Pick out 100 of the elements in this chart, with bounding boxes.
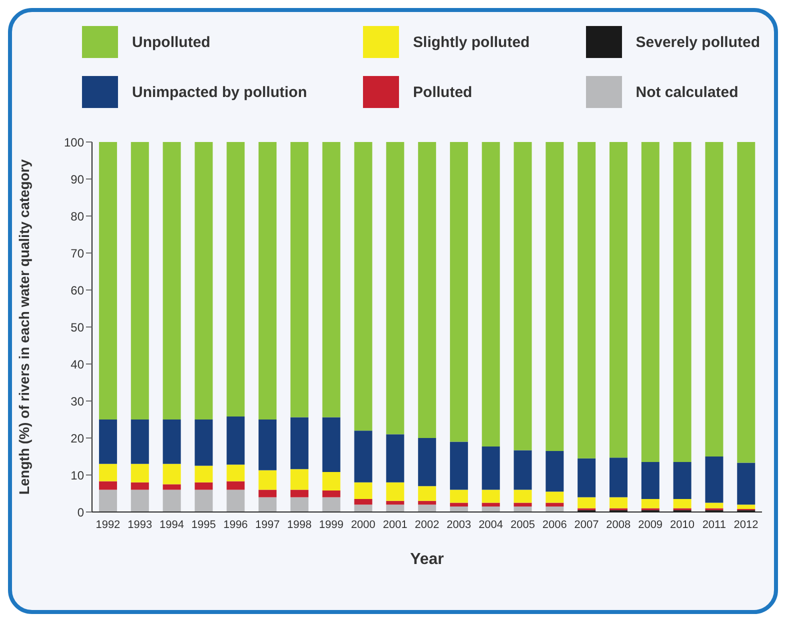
x-tick-label: 2008 [606, 518, 631, 531]
bar [578, 458, 596, 498]
x-tick-label: 2000 [350, 518, 376, 531]
bar [322, 417, 340, 472]
x-axis-title: Year [410, 551, 444, 568]
legend-label: Severely polluted [636, 34, 760, 50]
y-tick-label: 60 [70, 283, 84, 298]
x-tick-label: 2005 [510, 518, 535, 531]
bar [641, 499, 660, 508]
bar [673, 142, 692, 462]
bar [130, 142, 149, 420]
bar [546, 502, 564, 506]
bar [290, 497, 308, 512]
bar [418, 504, 436, 512]
y-axis-title: Length (%) of rivers in each water quality category [16, 159, 32, 495]
x-tick-label: 2001 [382, 518, 408, 531]
bar [450, 502, 468, 506]
legend-label: Not calculated [636, 84, 738, 100]
x-tick-label: 1993 [128, 518, 152, 531]
bar [482, 446, 500, 490]
bar [641, 142, 660, 462]
y-tick-label: 100 [64, 135, 84, 150]
y-tick-label: 10 [70, 468, 84, 482]
bar [130, 464, 149, 482]
bar [290, 417, 308, 470]
bar [705, 456, 724, 503]
bar [737, 462, 756, 505]
bar [258, 497, 277, 512]
bar [386, 500, 404, 505]
bar [322, 490, 340, 498]
x-tick-label: 2002 [414, 518, 440, 531]
bar [194, 490, 213, 512]
bar [162, 420, 181, 464]
bar [354, 499, 372, 505]
bar [482, 506, 500, 512]
bar [162, 484, 181, 490]
x-tick-label: 1995 [191, 518, 216, 531]
x-tick-label: 2009 [638, 518, 663, 531]
bar [418, 486, 436, 501]
y-tick-label: 90 [70, 172, 84, 186]
bar [546, 492, 564, 503]
legend-label: Polluted [413, 84, 472, 100]
x-tick-label: 1998 [287, 518, 312, 531]
legend-label: Unimpacted by pollution [132, 84, 307, 100]
bar [482, 142, 500, 447]
bar [450, 506, 468, 512]
bar [673, 499, 692, 508]
x-tick-label: 2012 [734, 518, 758, 531]
bar [162, 464, 181, 484]
bar [514, 490, 532, 503]
bar [386, 482, 404, 501]
bar [162, 142, 181, 420]
bar [130, 482, 149, 490]
bar [99, 481, 118, 490]
bar [354, 482, 372, 500]
bar [258, 470, 277, 490]
bar [578, 142, 596, 458]
bar [258, 142, 277, 420]
bar [514, 502, 532, 506]
bar [99, 420, 118, 464]
bar [386, 434, 404, 482]
bar [705, 502, 724, 508]
x-tick-label: 1997 [255, 518, 280, 531]
bar [386, 142, 404, 434]
bar [322, 142, 340, 418]
bar [546, 142, 564, 451]
bar [705, 142, 724, 456]
x-tick-label: 1992 [96, 518, 120, 531]
x-tick-label: 2004 [478, 518, 504, 531]
x-tick-label: 1996 [223, 518, 248, 531]
bar [354, 142, 372, 431]
bar [130, 420, 149, 464]
bar [226, 464, 245, 482]
bar [737, 142, 756, 463]
bar [450, 142, 468, 442]
bar [290, 142, 308, 418]
bar [162, 490, 181, 512]
y-tick-label: 70 [70, 246, 84, 260]
bar [290, 469, 308, 490]
bar [99, 464, 118, 482]
x-tick-label: 2011 [702, 518, 726, 531]
y-tick-label: 80 [70, 209, 84, 224]
bar [194, 482, 213, 490]
x-tick-label: 2003 [446, 518, 472, 531]
bar [290, 490, 308, 498]
bar [354, 504, 372, 512]
x-tick-label: 2006 [542, 518, 567, 531]
legend-label: Slightly polluted [413, 34, 530, 50]
y-tick-label: 30 [70, 394, 84, 408]
bar [194, 142, 213, 420]
y-tick-label: 20 [70, 431, 84, 446]
bar [322, 472, 340, 491]
y-tick-label: 50 [70, 320, 84, 334]
bar [482, 502, 500, 506]
x-tick-label: 2007 [574, 518, 599, 531]
bar [737, 504, 756, 510]
bar [418, 438, 436, 486]
bar [354, 430, 372, 482]
bar [258, 490, 277, 498]
bar [609, 458, 628, 498]
